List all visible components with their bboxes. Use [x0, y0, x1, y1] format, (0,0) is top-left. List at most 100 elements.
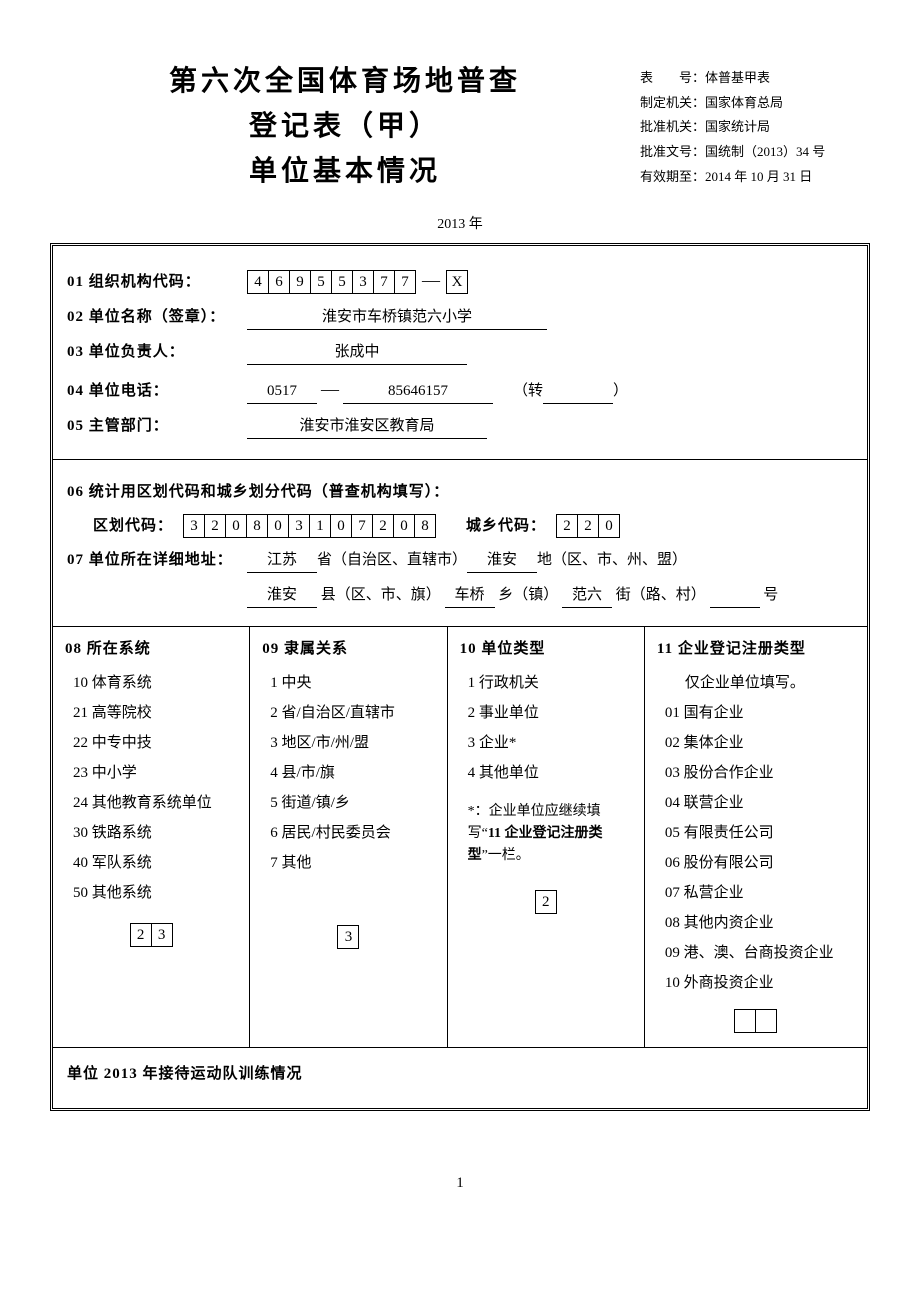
- option: 21 高等院校: [65, 701, 237, 725]
- value-03: 张成中: [247, 340, 467, 365]
- note-10: *：企业单位应继续填写“11 企业登记注册类型”一栏。: [460, 801, 632, 868]
- option: 3 地区/市/州/盟: [262, 731, 434, 755]
- answer-digit: 3: [337, 925, 359, 949]
- main-form-table: 01 组织机构代码： 4 6 9 5 5 3 7 7 — X 02 单位名称（签…: [50, 243, 870, 1111]
- label-05: 05 主管部门：: [67, 414, 247, 438]
- title-line-3: 单位基本情况: [50, 150, 640, 195]
- option: 2 省/自治区/直辖市: [262, 701, 434, 725]
- label-04: 04 单位电话：: [67, 379, 247, 403]
- header-11: 11 企业登记注册类型: [657, 637, 855, 661]
- code-digit: 0: [598, 514, 620, 538]
- col-10: 10 单位类型 1 行政机关 2 事业单位 3 企业* 4 其他单位 *：企业单…: [448, 627, 645, 1047]
- label-region-code: 区划代码：: [93, 514, 183, 538]
- answer-digit: 2: [535, 890, 557, 914]
- urban-code-boxes: 2 2 0: [556, 514, 620, 538]
- subtitle-11: 仅企业单位填写。: [657, 671, 855, 695]
- option: 10 体育系统: [65, 671, 237, 695]
- title-line-2: 登记表（甲）: [50, 105, 640, 150]
- org-code-boxes: 4 6 9 5 5 3 7 7: [247, 270, 416, 294]
- option: 24 其他教育系统单位: [65, 791, 237, 815]
- suffix-street: 街（路、村）: [616, 587, 706, 603]
- answer-digit: 2: [130, 923, 152, 947]
- option: 4 其他单位: [460, 761, 632, 785]
- suffix-prefecture: 地（区、市、州、盟）: [537, 548, 687, 572]
- option: 07 私营企业: [657, 881, 855, 905]
- meta-value-form-no: 体普基甲表: [705, 66, 770, 91]
- page-number: 1: [50, 1171, 870, 1195]
- col-09: 09 隶属关系 1 中央 2 省/自治区/直辖市 3 地区/市/州/盟 4 县/…: [250, 627, 447, 1047]
- value-07-county: 淮安: [247, 583, 317, 608]
- code-digit: 2: [372, 514, 394, 538]
- field-07-line1: 07 单位所在详细地址： 江苏 省（自治区、直辖市） 淮安 地（区、市、州、盟）: [67, 548, 853, 573]
- options-09: 1 中央 2 省/自治区/直辖市 3 地区/市/州/盟 4 县/市/旗 5 街道…: [262, 671, 434, 875]
- meta-label-approval-no: 批准文号：: [640, 140, 705, 165]
- field-04: 04 单位电话： 0517 — 85646157 （转 ）: [67, 375, 853, 404]
- label-04-ext: （转: [493, 379, 543, 403]
- option: 40 军队系统: [65, 851, 237, 875]
- meta-value-valid-until: 2014 年 10 月 31 日: [705, 165, 812, 190]
- code-digit: 4: [247, 270, 269, 294]
- code-check: X: [446, 270, 468, 294]
- code-digit: 2: [204, 514, 226, 538]
- code-digit: 8: [246, 514, 268, 538]
- option: 08 其他内资企业: [657, 911, 855, 935]
- code-digit: 7: [373, 270, 395, 294]
- meta-label-authoring: 制定机关：: [640, 91, 705, 116]
- region-code-boxes: 3 2 0 8 0 3 1 0 7 2 0 8: [183, 514, 436, 538]
- code-digit: 9: [289, 270, 311, 294]
- meta-value-approval-no: 国统制（2013）34 号: [705, 140, 825, 165]
- label-02: 02 单位名称（签章）：: [67, 305, 247, 329]
- answer-10: 2: [460, 890, 632, 914]
- code-digit: 2: [556, 514, 578, 538]
- value-07-street: 范六: [562, 583, 612, 608]
- year-line: 2013 年: [50, 214, 870, 236]
- field-06-header: 06 统计用区划代码和城乡划分代码（普查机构填写）：: [67, 480, 853, 504]
- answer-digit: [734, 1009, 756, 1033]
- option: 7 其他: [262, 851, 434, 875]
- options-08: 10 体育系统 21 高等院校 22 中专中技 23 中小学 24 其他教育系统…: [65, 671, 237, 905]
- value-07-township: 车桥: [445, 583, 495, 608]
- field-03: 03 单位负责人： 张成中: [67, 340, 853, 365]
- option: 01 国有企业: [657, 701, 855, 725]
- code-digit: 2: [577, 514, 599, 538]
- value-05: 淮安市淮安区教育局: [247, 414, 487, 439]
- title-line-1: 第六次全国体育场地普查: [50, 60, 640, 105]
- option: 03 股份合作企业: [657, 761, 855, 785]
- option: 06 股份有限公司: [657, 851, 855, 875]
- option: 1 行政机关: [460, 671, 632, 695]
- title-block: 第六次全国体育场地普查 登记表（甲） 单位基本情况: [50, 60, 640, 194]
- value-04-area: 0517: [247, 379, 317, 404]
- option: 2 事业单位: [460, 701, 632, 725]
- field-07-line2: 淮安 县（区、市、旗） 车桥 乡（镇） 范六 街（路、村） 号: [247, 583, 853, 608]
- answer-09: 3: [262, 925, 434, 949]
- label-01: 01 组织机构代码：: [67, 270, 247, 294]
- code-digit: 0: [225, 514, 247, 538]
- value-07-number: [710, 583, 760, 608]
- dash: —: [317, 375, 343, 404]
- value-07-prefecture: 淮安: [467, 548, 537, 573]
- answer-digit: [755, 1009, 777, 1033]
- footer-section: 单位 2013 年接待运动队训练情况: [53, 1047, 867, 1108]
- option: 05 有限责任公司: [657, 821, 855, 845]
- col-08: 08 所在系统 10 体育系统 21 高等院校 22 中专中技 23 中小学 2…: [53, 627, 250, 1047]
- code-digit: 0: [393, 514, 415, 538]
- value-07-province: 江苏: [247, 548, 317, 573]
- code-digit: 5: [331, 270, 353, 294]
- field-02: 02 单位名称（签章）： 淮安市车桥镇范六小学: [67, 305, 853, 330]
- label-urban-code: 城乡代码：: [436, 514, 556, 538]
- meta-label-approving: 批准机关：: [640, 115, 705, 140]
- section-01-05: 01 组织机构代码： 4 6 9 5 5 3 7 7 — X 02 单位名称（签…: [53, 246, 867, 459]
- label-03: 03 单位负责人：: [67, 340, 247, 364]
- label-04-ext-close: ）: [613, 379, 628, 403]
- code-digit: 5: [310, 270, 332, 294]
- option: 10 外商投资企业: [657, 971, 855, 995]
- option: 22 中专中技: [65, 731, 237, 755]
- option: 5 街道/镇/乡: [262, 791, 434, 815]
- code-digit: 3: [288, 514, 310, 538]
- section-08-11: 08 所在系统 10 体育系统 21 高等院校 22 中专中技 23 中小学 2…: [53, 626, 867, 1047]
- option: 6 居民/村民委员会: [262, 821, 434, 845]
- option: 4 县/市/旗: [262, 761, 434, 785]
- value-02: 淮安市车桥镇范六小学: [247, 305, 547, 330]
- suffix-county: 县（区、市、旗）: [321, 587, 441, 603]
- code-digit: 7: [351, 514, 373, 538]
